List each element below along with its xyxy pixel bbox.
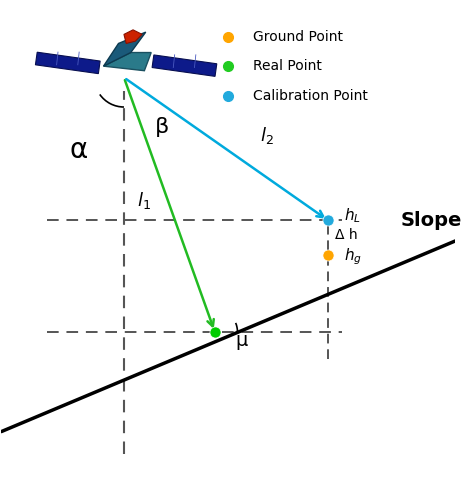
- Polygon shape: [103, 32, 146, 66]
- Text: Ground Point: Ground Point: [253, 30, 343, 44]
- Bar: [152, 55, 217, 76]
- Text: α: α: [69, 136, 88, 164]
- Polygon shape: [124, 30, 142, 44]
- Text: Calibration Point: Calibration Point: [253, 88, 368, 102]
- Text: Δ h: Δ h: [335, 228, 358, 242]
- Text: β: β: [155, 118, 170, 138]
- Text: $h_L$: $h_L$: [344, 206, 361, 226]
- Text: Slope: Slope: [401, 211, 462, 230]
- Text: $h_g$: $h_g$: [344, 246, 362, 267]
- Bar: [36, 52, 100, 74]
- Text: $l_1$: $l_1$: [137, 190, 151, 210]
- Polygon shape: [103, 52, 151, 70]
- Text: μ: μ: [236, 332, 248, 350]
- Text: $l_2$: $l_2$: [260, 125, 274, 146]
- Text: Real Point: Real Point: [253, 59, 322, 73]
